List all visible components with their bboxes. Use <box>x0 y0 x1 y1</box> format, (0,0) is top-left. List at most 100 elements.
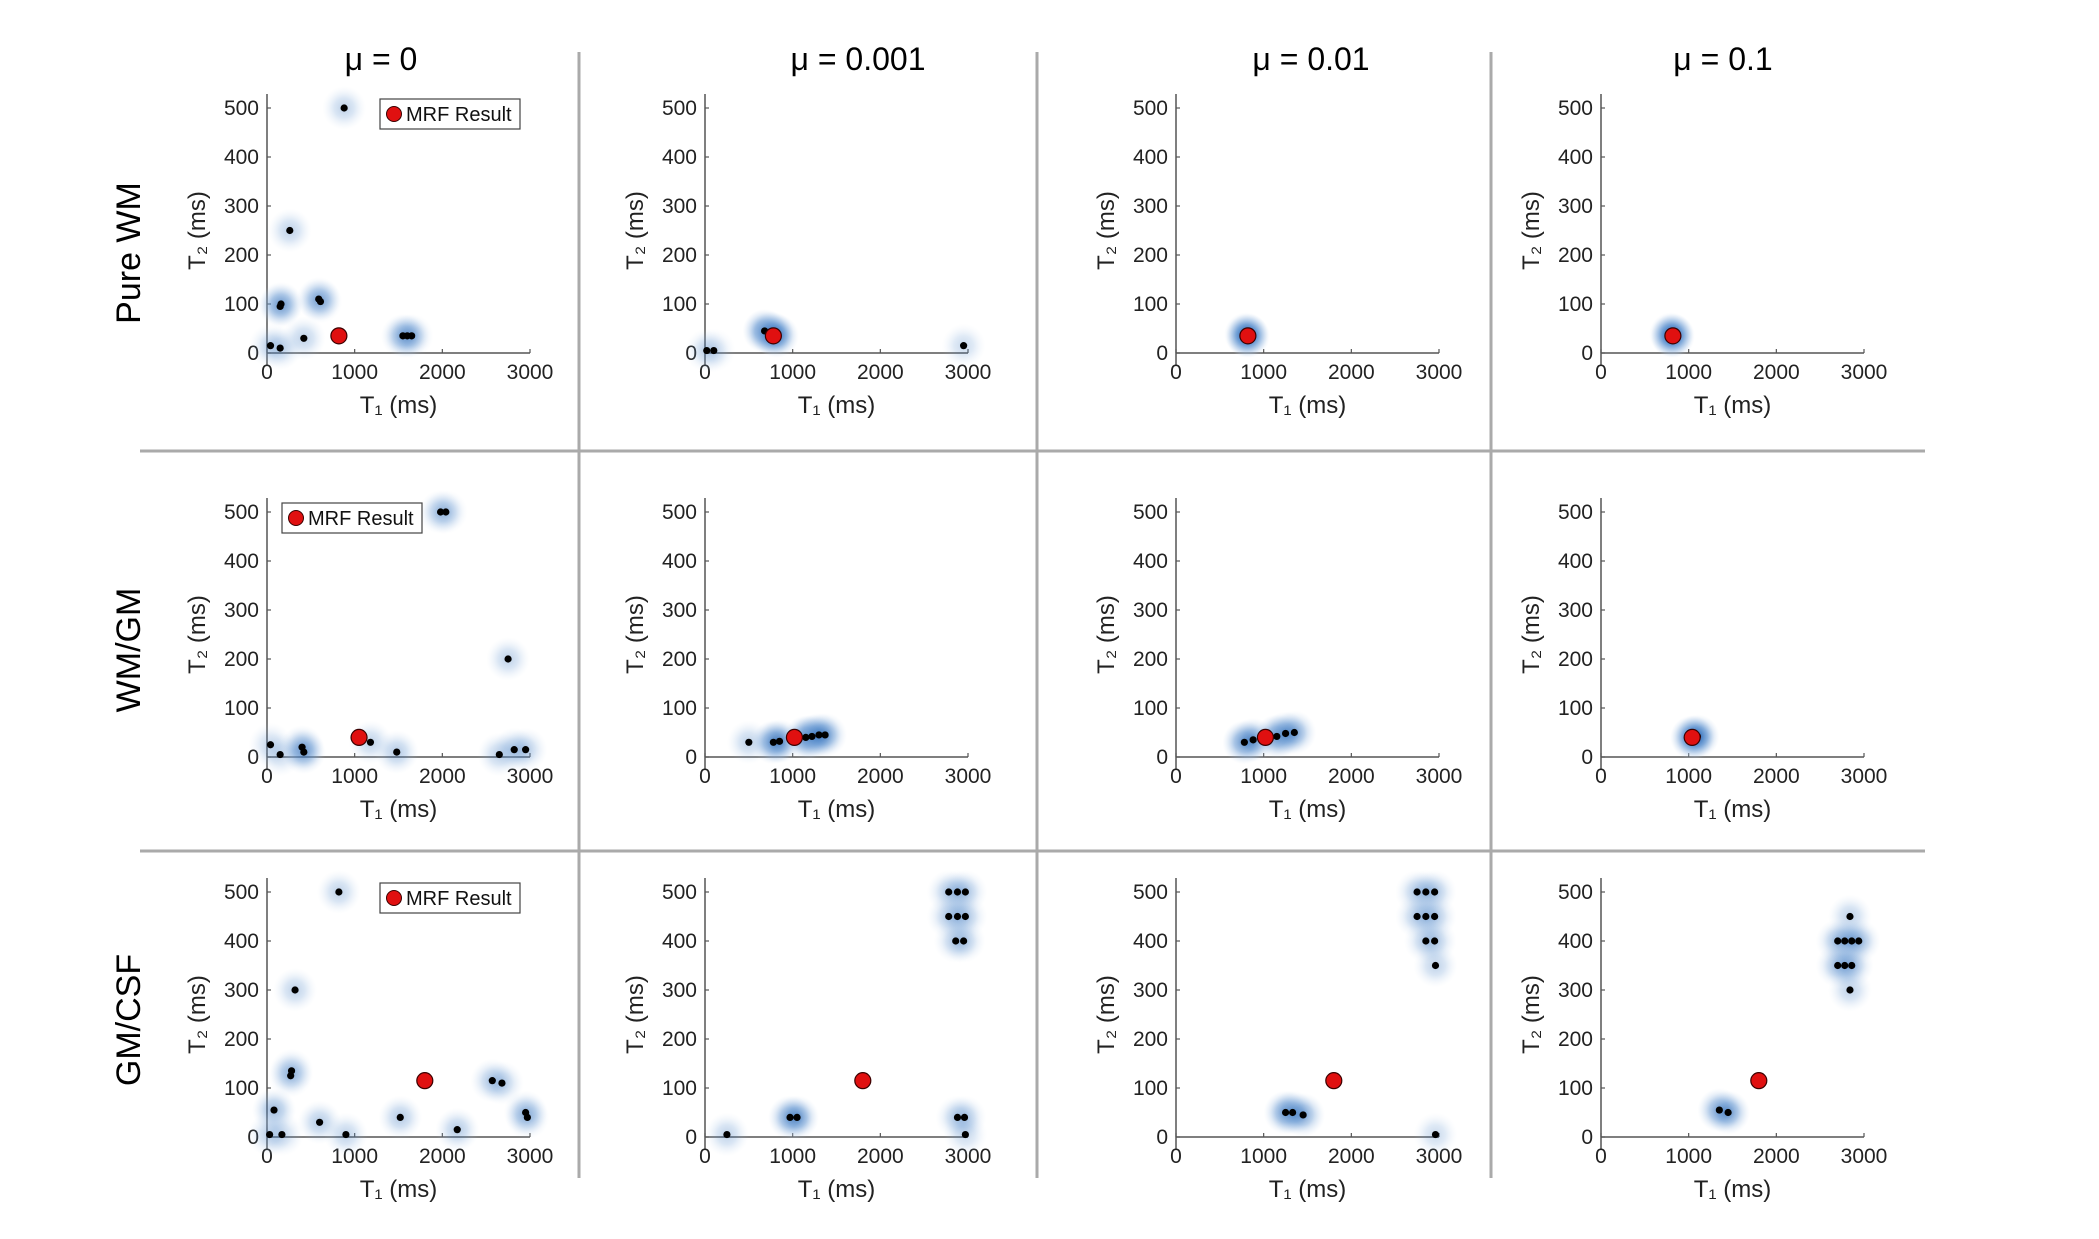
y-tick-label: 100 <box>662 1077 697 1100</box>
y-tick-label: 0 <box>1156 746 1168 769</box>
data-point <box>266 342 275 350</box>
y-tick-label: 300 <box>662 195 697 218</box>
legend-box: MRF Result <box>379 98 521 130</box>
data-point <box>1846 986 1854 994</box>
y-tick-label: 200 <box>224 1028 259 1051</box>
x-tick-label: 0 <box>261 1145 273 1168</box>
data-point <box>291 986 299 994</box>
legend-marker <box>386 106 402 122</box>
y-axis-label: T₂ (ms) <box>622 975 649 1054</box>
x-tick-label: 0 <box>261 361 273 384</box>
data-point <box>1834 961 1842 970</box>
mrf-result-marker <box>330 327 348 345</box>
data-point <box>1290 728 1298 737</box>
x-tick-label: 0 <box>699 361 711 384</box>
data-point <box>1299 1111 1307 1119</box>
mrf-result-marker <box>1256 728 1275 747</box>
y-tick-label: 300 <box>224 599 259 622</box>
data-point <box>1841 937 1849 945</box>
data-point <box>961 1130 969 1139</box>
data-point <box>1288 1108 1297 1117</box>
legend-label: MRF Result <box>308 508 414 530</box>
column-title: μ = 0.001 <box>791 41 926 77</box>
y-axis-label: T₂ (ms) <box>184 191 211 270</box>
x-tick-label: 2000 <box>1328 361 1375 384</box>
data-point <box>703 346 711 355</box>
data-point <box>815 731 823 739</box>
y-tick-label: 100 <box>662 697 697 720</box>
data-point <box>270 1106 278 1114</box>
x-tick-label: 3000 <box>1841 1145 1888 1168</box>
x-tick-label: 0 <box>699 1145 711 1168</box>
data-point <box>504 655 512 663</box>
x-tick-label: 1000 <box>1665 1145 1712 1168</box>
y-tick-label: 500 <box>1133 97 1168 120</box>
y-tick-label: 300 <box>1558 979 1593 1002</box>
mrf-result-marker <box>1683 728 1701 747</box>
data-point <box>287 1072 295 1080</box>
x-axis-label: T₁ (ms) <box>360 392 437 419</box>
y-tick-label: 200 <box>224 244 259 267</box>
scatter-panel: 0 100 200 300 400 500 0 1000 2000 3000 T₁ (ms) T₂ (… <box>1518 94 1887 419</box>
mrf-result-marker <box>1664 327 1682 345</box>
y-tick-label: 200 <box>1558 648 1593 671</box>
x-tick-label: 1000 <box>769 765 816 788</box>
y-tick-label: 500 <box>1558 501 1593 524</box>
y-tick-label: 200 <box>662 1028 697 1051</box>
mrf-result-marker <box>416 1072 434 1090</box>
row-label: Pure WM <box>110 182 148 324</box>
x-tick-label: 3000 <box>507 361 554 384</box>
data-point <box>1422 888 1430 896</box>
x-tick-label: 3000 <box>945 361 992 384</box>
x-tick-label: 0 <box>1595 765 1607 788</box>
legend-frame <box>379 98 521 130</box>
x-tick-label: 0 <box>1170 361 1182 384</box>
y-tick-label: 200 <box>662 244 697 267</box>
mrf-result-marker <box>1325 1072 1343 1090</box>
y-tick-label: 0 <box>1581 746 1593 769</box>
x-tick-label: 0 <box>699 765 711 788</box>
data-point <box>1273 732 1281 741</box>
data-point <box>793 1113 801 1121</box>
data-point <box>1715 1106 1723 1114</box>
data-point <box>1249 736 1257 744</box>
y-axis-label: T₂ (ms) <box>1518 975 1545 1054</box>
legend-marker <box>386 890 402 906</box>
data-point <box>1431 961 1440 970</box>
y-tick-label: 300 <box>1133 195 1168 218</box>
data-point <box>1422 912 1430 921</box>
y-tick-label: 100 <box>1558 697 1593 720</box>
data-point <box>396 1113 404 1121</box>
y-axis-label: T₂ (ms) <box>622 191 649 270</box>
y-tick-label: 400 <box>1133 930 1168 953</box>
data-point <box>488 1077 496 1085</box>
x-tick-label: 3000 <box>1416 361 1463 384</box>
data-point <box>340 104 348 112</box>
data-point <box>436 508 445 516</box>
y-tick-label: 400 <box>1558 146 1593 169</box>
y-tick-label: 200 <box>1558 1028 1593 1051</box>
data-point <box>393 748 401 756</box>
y-tick-label: 400 <box>662 146 697 169</box>
legend-label: MRF Result <box>406 888 512 910</box>
data-point <box>453 1126 461 1134</box>
x-axis-label: T₁ (ms) <box>360 1176 437 1203</box>
y-tick-label: 300 <box>224 195 259 218</box>
data-point <box>266 1130 274 1139</box>
x-tick-label: 3000 <box>945 765 992 788</box>
legend-box: MRF Result <box>281 502 423 534</box>
data-point <box>945 912 953 921</box>
data-point <box>1834 937 1842 945</box>
x-tick-label: 2000 <box>857 1145 904 1168</box>
data-point <box>961 912 969 921</box>
data-point <box>786 1113 794 1121</box>
data-point <box>278 1130 286 1139</box>
data-point <box>276 344 284 352</box>
x-tick-label: 3000 <box>1841 361 1888 384</box>
y-tick-label: 200 <box>1133 1028 1168 1051</box>
y-axis-label: T₂ (ms) <box>1093 191 1120 270</box>
data-point <box>1431 888 1439 896</box>
data-point <box>1841 961 1849 970</box>
y-tick-label: 500 <box>662 501 697 524</box>
